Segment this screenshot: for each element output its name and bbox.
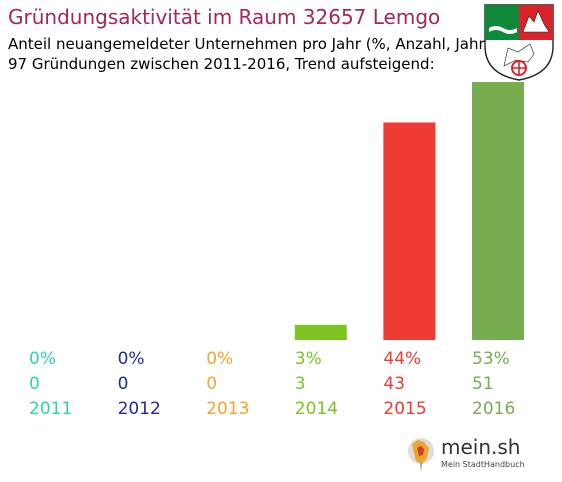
- count-label-2015: 43: [383, 374, 405, 394]
- percent-label-2015: 44%: [383, 349, 421, 369]
- percent-label-2013: 0%: [206, 349, 233, 369]
- percent-label-2016: 53%: [472, 349, 510, 369]
- mein-sh-logo: mein.sh Mein StadtHandbuch: [405, 432, 555, 478]
- year-label-2016: 2016: [472, 399, 515, 419]
- year-label-2015: 2015: [383, 399, 426, 419]
- logo-name: mein.sh: [441, 435, 521, 459]
- year-label-2012: 2012: [118, 399, 161, 419]
- count-label-2016: 51: [472, 374, 494, 394]
- chart-subtitle-line1: Anteil neuangemeldeter Unternehmen pro J…: [8, 35, 491, 53]
- bar-2015: [383, 122, 436, 341]
- chart-subtitle-line2: 97 Gründungen zwischen 2011-2016, Trend …: [8, 55, 435, 73]
- year-label-2014: 2014: [295, 399, 338, 419]
- nrw-coat-of-arms-icon: [484, 4, 554, 81]
- bar-2016: [472, 82, 524, 340]
- bar-2014: [294, 324, 347, 340]
- count-label-2014: 3: [295, 374, 306, 394]
- count-label-2012: 0: [118, 374, 129, 394]
- chart-title: Gründungsaktivität im Raum 32657 Lemgo: [8, 5, 441, 29]
- count-label-2011: 0: [29, 374, 40, 394]
- count-label-2013: 0: [206, 374, 217, 394]
- map-pin-icon: [408, 438, 434, 473]
- percent-label-2012: 0%: [118, 349, 145, 369]
- year-label-2011: 2011: [29, 399, 72, 419]
- year-label-2013: 2013: [206, 399, 249, 419]
- percent-label-2011: 0%: [29, 349, 56, 369]
- percent-label-2014: 3%: [295, 349, 322, 369]
- logo-tagline: Mein StadtHandbuch: [441, 460, 525, 469]
